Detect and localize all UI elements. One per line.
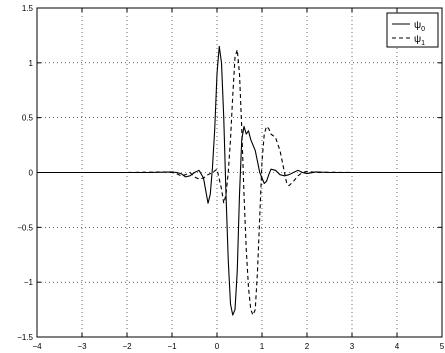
y-tick-label: 0 (29, 169, 34, 178)
series-layer (37, 45, 442, 316)
legend-subscript: 1 (421, 40, 425, 47)
y-tick-label: 1.5 (22, 4, 34, 13)
x-tick-label: −2 (122, 342, 132, 351)
legend-box (386, 12, 439, 48)
x-tick-label: −3 (77, 342, 87, 351)
x-tick-label: 4 (395, 342, 400, 351)
series-line-psi0 (37, 45, 442, 316)
y-tick-label: 0.5 (22, 114, 34, 123)
legend-label-psi1: ψ1 (414, 34, 425, 47)
x-tick-label: 2 (305, 342, 310, 351)
y-tick-label: −0.5 (17, 223, 33, 232)
ticks: −4 −3 −2 −1 0 1 2 3 4 5 −1.5 −1 −0.5 0 0.5 1 1.5 (17, 4, 445, 351)
x-tick-label: 0 (215, 342, 220, 351)
y-tick-label: 1 (29, 59, 34, 68)
legend-label-psi0: ψ0 (414, 20, 425, 33)
x-tick-label: 5 (440, 342, 445, 351)
series-line-psi1 (37, 49, 442, 316)
legend-subscript: 0 (421, 26, 425, 33)
x-tick-label: 3 (350, 342, 355, 351)
x-tick-label: 1 (260, 342, 265, 351)
y-tick-label: −1.5 (17, 333, 33, 342)
x-tick-label: −4 (32, 342, 42, 351)
x-tick-label: −1 (167, 342, 177, 351)
y-tick-label: −1 (24, 278, 34, 287)
